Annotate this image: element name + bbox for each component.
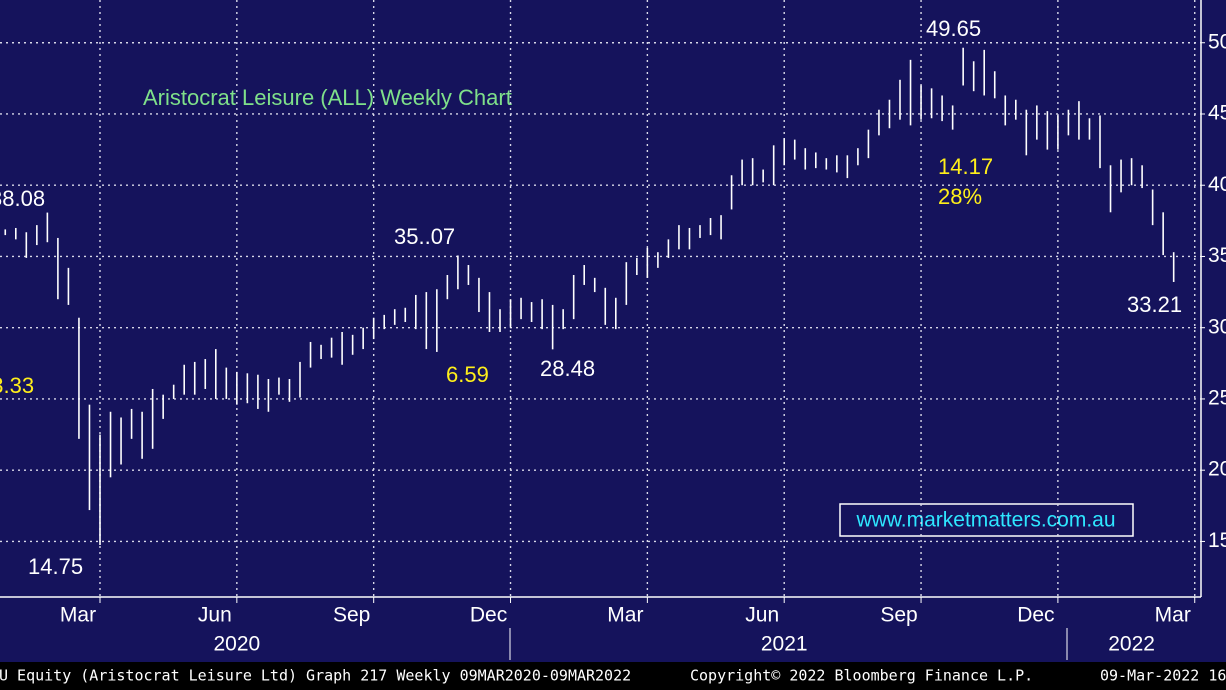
background xyxy=(0,0,1226,662)
annotation: 14.75 xyxy=(28,554,83,579)
footer-center: Copyright© 2022 Bloomberg Finance L.P. xyxy=(690,667,1033,685)
x-tick-label: Mar xyxy=(60,604,96,627)
annotation: 49.65 xyxy=(926,16,981,41)
annotation: 28.48 xyxy=(540,356,595,381)
y-tick-label: 15 xyxy=(1208,529,1226,552)
x-tick-label: Dec xyxy=(1017,604,1054,627)
year-label: 2022 xyxy=(1108,633,1155,656)
y-tick-label: 20 xyxy=(1208,458,1226,481)
y-tick-label: 25 xyxy=(1208,386,1226,409)
x-tick-label: Dec xyxy=(470,604,507,627)
chart-title: Aristocrat Leisure (ALL) Weekly Chart xyxy=(143,85,512,110)
footer-right: 09-Mar-2022 16 xyxy=(1100,667,1226,685)
year-label: 2021 xyxy=(761,633,808,656)
x-tick-label: Sep xyxy=(333,604,370,627)
y-tick-label: 40 xyxy=(1208,173,1226,196)
annotation: 14.17 xyxy=(938,154,993,179)
footer-left: U Equity (Aristocrat Leisure Ltd) Graph … xyxy=(0,667,631,685)
x-tick-label: Mar xyxy=(1155,604,1191,627)
x-tick-label: Jun xyxy=(745,604,779,627)
y-tick-label: 30 xyxy=(1208,315,1226,338)
annotation: 33.21 xyxy=(1127,292,1182,317)
annotation: 38.08 xyxy=(0,186,45,211)
x-tick-label: Mar xyxy=(607,604,643,627)
watermark: www.marketmatters.com.au xyxy=(855,509,1115,532)
y-tick-label: 35 xyxy=(1208,244,1226,267)
annotation: 6.59 xyxy=(446,362,489,387)
watermark-box xyxy=(839,503,1134,537)
annotation: 35..07 xyxy=(394,224,455,249)
y-tick-label: 50 xyxy=(1208,30,1226,53)
y-tick-label: 45 xyxy=(1208,102,1226,125)
year-label: 2020 xyxy=(213,633,260,656)
x-tick-label: Sep xyxy=(880,604,917,627)
x-tick-label: Jun xyxy=(198,604,232,627)
annotation: 28% xyxy=(938,184,982,209)
footer-bar xyxy=(0,662,1226,690)
annotation: 23.33 xyxy=(0,373,34,398)
